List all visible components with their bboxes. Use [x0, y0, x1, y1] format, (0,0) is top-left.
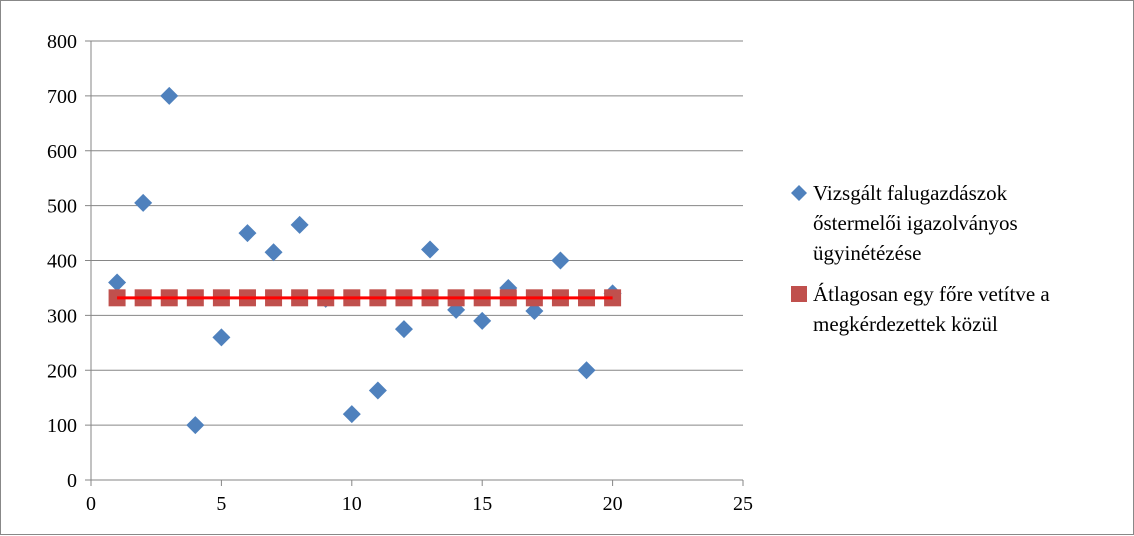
legend-marker-square — [791, 286, 807, 302]
legend-label-series-2: Átlagosan egy főre vetítve a — [813, 282, 1050, 306]
x-tick-label: 5 — [216, 493, 226, 515]
data-point-diamond — [551, 251, 570, 270]
y-tick-label: 600 — [47, 141, 77, 163]
data-point-diamond — [421, 240, 440, 259]
y-tick-label: 0 — [67, 470, 77, 492]
legend-marker-diamond — [791, 185, 807, 201]
data-point-diamond — [134, 193, 153, 212]
data-point-diamond — [342, 405, 361, 424]
data-point-diamond — [473, 311, 492, 330]
legend-label-series-1: ügyinétézése — [813, 241, 921, 265]
x-tick-label: 20 — [603, 493, 623, 515]
x-tick-label: 10 — [342, 493, 362, 515]
legend-label-series-1: Vizsgált falugazdászok — [813, 181, 1008, 205]
data-point-diamond — [186, 416, 205, 435]
x-tick-label: 25 — [733, 493, 753, 515]
legend-label-series-2: megkérdezettek közül — [813, 312, 998, 336]
data-point-diamond — [212, 328, 231, 347]
data-point-diamond — [394, 320, 413, 339]
data-point-diamond — [577, 361, 596, 380]
y-tick-label: 700 — [47, 86, 77, 108]
data-point-diamond — [525, 301, 544, 320]
y-tick-label: 100 — [47, 415, 77, 437]
x-tick-label: 15 — [472, 493, 492, 515]
legend-label-series-1: őstermelői igazolványos — [813, 211, 1018, 235]
data-point-diamond — [108, 273, 127, 292]
data-point-diamond — [290, 215, 309, 234]
x-tick-label: 0 — [86, 493, 96, 515]
data-point-diamond — [160, 86, 179, 105]
y-tick-label: 300 — [47, 305, 77, 327]
data-point-diamond — [264, 243, 283, 262]
y-tick-label: 800 — [47, 31, 77, 53]
y-tick-label: 500 — [47, 196, 77, 218]
data-point-diamond — [238, 224, 257, 243]
y-tick-label: 400 — [47, 251, 77, 273]
y-tick-label: 200 — [47, 360, 77, 382]
data-point-diamond — [368, 381, 387, 400]
